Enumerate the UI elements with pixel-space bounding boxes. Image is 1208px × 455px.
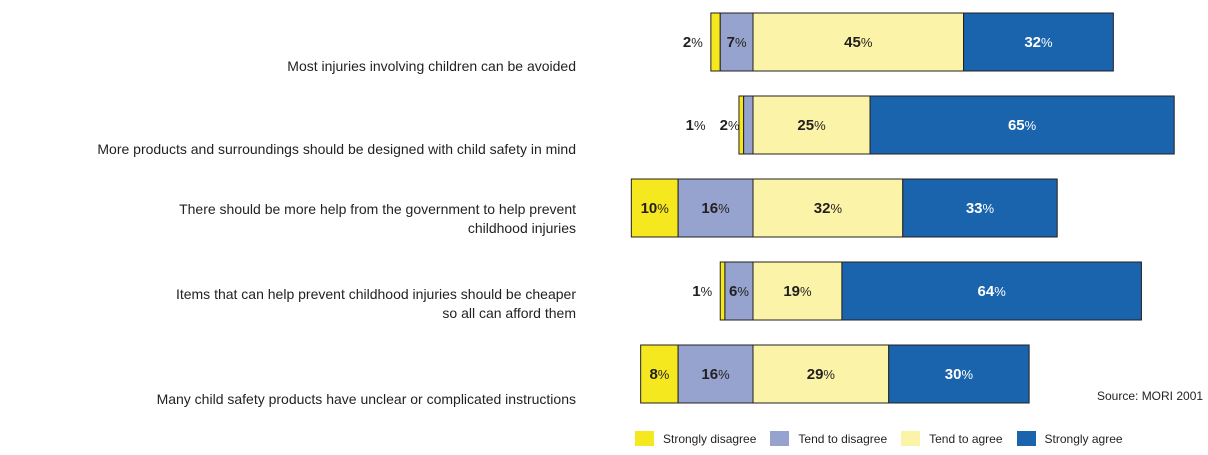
data-label: 25% <box>797 117 826 134</box>
bar-segment <box>640 344 679 404</box>
statement-label: More products and surroundings should be… <box>97 140 576 159</box>
data-label: 6% <box>729 283 749 300</box>
statement-label: Many child safety products have unclear … <box>157 390 576 409</box>
statement-label-line: so all can afford them <box>442 305 576 321</box>
data-label: 45% <box>844 34 873 51</box>
data-label: 30% <box>945 366 974 383</box>
bar-segment <box>710 12 721 72</box>
statement-label: There should be more help from the gover… <box>179 200 576 238</box>
data-label: 7% <box>727 34 747 51</box>
bar-segment <box>677 178 754 238</box>
legend-label: Strongly agree <box>1044 431 1123 446</box>
bar-segment <box>752 95 871 155</box>
legend-swatch <box>770 431 790 446</box>
data-label: 29% <box>807 366 836 383</box>
statement-label-line: Items that can help prevent childhood in… <box>175 286 576 302</box>
statement-label: Items that can help prevent childhood in… <box>176 285 576 323</box>
source-note: Source: MORI 2001 <box>1097 389 1204 403</box>
bar-segment <box>752 12 965 72</box>
data-label: 32% <box>814 200 843 217</box>
bar-segment <box>902 178 1058 238</box>
bar-segment <box>630 178 679 238</box>
legend-label: Strongly disagree <box>663 431 757 446</box>
bar-segment <box>738 95 745 155</box>
legend-swatch <box>1016 431 1036 446</box>
statement-label-line: Most injuries involving children can be … <box>287 58 576 74</box>
data-label: 19% <box>783 283 812 300</box>
data-label: 32% <box>1024 34 1053 51</box>
data-label: 8% <box>649 366 669 383</box>
legend-item: Tend to disagree <box>770 431 887 446</box>
bar-segment <box>869 95 1175 155</box>
bar-segment <box>719 261 726 321</box>
data-label: 10% <box>641 200 670 217</box>
data-label: 16% <box>701 200 730 217</box>
bar-segment <box>888 344 1030 404</box>
data-label: 64% <box>978 283 1007 300</box>
statement-label-line: More products and surroundings should be… <box>97 141 576 157</box>
data-label: 2% <box>683 34 703 51</box>
legend-swatch <box>635 431 654 446</box>
legend: Strongly disagree Tend to disagree Tend to… <box>635 431 1137 446</box>
statement-label-line: childhood injuries <box>467 220 576 236</box>
legend-item: Tend to agree <box>901 431 1003 446</box>
bar-segment <box>752 261 843 321</box>
bar-segment <box>752 344 890 404</box>
statement-label-line: Many child safety products have unclear … <box>156 391 576 407</box>
legend-swatch <box>901 431 921 446</box>
legend-label: Tend to agree <box>929 431 1003 446</box>
bar-segment <box>963 12 1114 72</box>
data-label: 1% <box>686 117 706 134</box>
bar-segment <box>724 261 754 321</box>
data-label: 65% <box>1008 117 1037 134</box>
data-label: 33% <box>966 200 995 217</box>
legend-item: Strongly disagree <box>635 431 756 446</box>
data-label: 2% <box>720 117 740 134</box>
bar-segment <box>841 261 1142 321</box>
data-label: 16% <box>701 366 730 383</box>
legend-item: Strongly agree <box>1016 431 1123 446</box>
data-label: 1% <box>692 283 712 300</box>
bar-segment <box>743 95 754 155</box>
statement-label: Most injuries involving children can be … <box>287 57 576 76</box>
legend-label: Tend to disagree <box>798 431 888 446</box>
statement-label-line: There should be more help from the gover… <box>179 201 576 217</box>
